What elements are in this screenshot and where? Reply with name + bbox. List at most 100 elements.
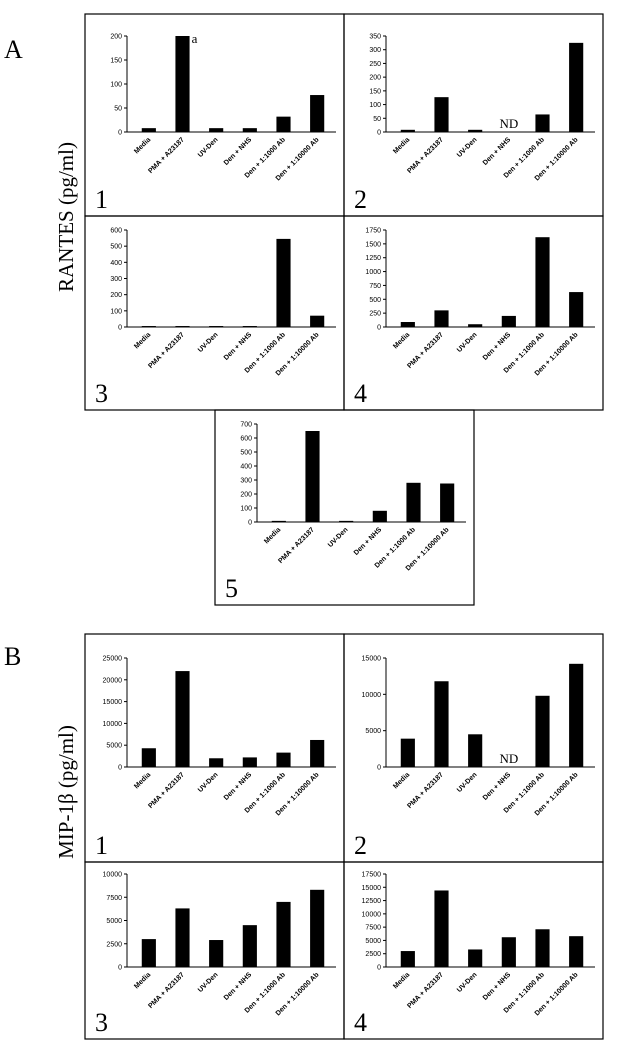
- panel-b1-tick-label: 15000: [103, 699, 123, 706]
- panel-a5-tick-label: 300: [240, 478, 252, 485]
- panel-a5-category-label: Den + NHS: [353, 526, 384, 557]
- panel-b1-tick-label: 20000: [103, 677, 123, 684]
- panel-a5-bar: [372, 510, 387, 522]
- panel-a5-number: 5: [225, 574, 238, 603]
- panel-a3-bar: [276, 238, 291, 327]
- panel-a4-tick-label: 1250: [365, 255, 381, 262]
- panel-a2-category-label: PMA + A23187: [406, 136, 445, 175]
- panel-a5-tick-label: 400: [240, 464, 252, 471]
- panel-a3-tick-label: 600: [110, 228, 122, 235]
- panel-b3-tick-label: 0: [118, 965, 122, 972]
- panel-a2-category-label: Den + NHS: [482, 136, 513, 167]
- panel-a3-category-label: UV-Den: [197, 331, 220, 354]
- panel-a4-frame: [343, 215, 604, 411]
- panel-b4-tick-label: 2500: [365, 951, 381, 958]
- panel-a1-bar: [209, 128, 224, 132]
- panel-a4-tick-label: 750: [369, 283, 381, 290]
- panel-a2-tick-label: 250: [369, 61, 381, 68]
- panel-a1-tick-label: 50: [114, 106, 122, 113]
- panel-a1-annotation: a: [192, 31, 198, 46]
- panel-a5-tick-label: 200: [240, 492, 252, 499]
- panel-a4-category-label: UV-Den: [456, 331, 479, 354]
- panel-b1-bar: [310, 739, 325, 767]
- panel-b3-category-label: UV-Den: [197, 971, 220, 994]
- panel-b1-category-label: Media: [133, 771, 152, 790]
- panel-b1-category-label: PMA + A23187: [147, 771, 186, 810]
- panel-a4-bar: [400, 322, 415, 327]
- panel-a2-category-label: UV-Den: [456, 136, 479, 159]
- panel-b1-frame: [84, 633, 345, 863]
- panel-b3-tick-label: 7500: [106, 895, 122, 902]
- panel-b4-bar: [535, 929, 550, 967]
- panel-b2-category-label: UV-Den: [456, 771, 479, 794]
- section-label-b: B: [4, 642, 21, 671]
- panel-a5-tick-label: 500: [240, 450, 252, 457]
- panel-b4-number: 4: [354, 1008, 367, 1037]
- panel-a1-tick-label: 200: [110, 34, 122, 41]
- panel-b4-bar: [434, 890, 449, 967]
- panel-a2-bar: [535, 114, 550, 132]
- panel-a3-bar: [242, 326, 257, 327]
- panel-b4-bar: [468, 949, 483, 967]
- panel-a1-tick-label: 150: [110, 58, 122, 65]
- panel-a1-bar: [276, 116, 291, 132]
- panel-a3-tick-label: 100: [110, 308, 122, 315]
- panel-a3-number: 3: [95, 379, 108, 408]
- panel-b1-tick-label: 5000: [106, 743, 122, 750]
- panel-b2-tick-label: 5000: [365, 728, 381, 735]
- panel-a5-bar: [339, 520, 354, 522]
- panel-a5-category-label: UV-Den: [327, 526, 350, 549]
- panel-a4-category-label: PMA + A23187: [406, 331, 445, 370]
- panel-a2-number: 2: [354, 185, 367, 214]
- panel-a2-bar: [468, 129, 483, 132]
- panel-b3-bar: [242, 925, 257, 967]
- panel-a2-tick-label: 200: [369, 75, 381, 82]
- panel-a3-frame: [84, 215, 345, 411]
- panel-b3-bar: [141, 939, 156, 967]
- panel-b4: 0 2500 5000 7500 10000 12500 15000 17500 MediaPM…: [343, 861, 604, 1040]
- panel-a1-bar: [175, 36, 190, 132]
- panel-b1-bar: [175, 671, 190, 767]
- panel-a4-number: 4: [354, 379, 367, 408]
- rantes-axis-label: RANTES (pg/ml): [54, 142, 78, 292]
- panel-b4-tick-label: 15000: [362, 885, 382, 892]
- panel-a3-bar: [209, 326, 224, 327]
- panel-a1-number: 1: [95, 185, 108, 214]
- panel-a4-category-label: Den + NHS: [482, 331, 513, 362]
- panel-b4-tick-label: 17500: [362, 872, 382, 879]
- panel-a2-tick-label: 100: [369, 102, 381, 109]
- panel-b3-category-label: Den + NHS: [223, 971, 254, 1002]
- panel-a5-bar: [305, 431, 320, 522]
- panel-b2-annotation: ND: [499, 751, 518, 766]
- panel-b2-number: 2: [354, 831, 367, 860]
- panel-a2-bar: [400, 129, 415, 132]
- panel-b2-bar: [468, 734, 483, 767]
- section-label-a: A: [4, 35, 23, 64]
- panel-a2-tick-label: 0: [377, 130, 381, 137]
- panel-a3-tick-label: 0: [118, 325, 122, 332]
- panel-b2-bar: [434, 681, 449, 767]
- panel-b3-category-label: PMA + A23187: [147, 971, 186, 1010]
- panel-a5-tick-label: 600: [240, 436, 252, 443]
- panel-a5-category-label: Media: [263, 526, 282, 545]
- panel-a2-bar: [569, 42, 584, 132]
- panel-a3-bar: [141, 326, 156, 327]
- panel-a4-bar: [501, 315, 516, 327]
- panel-b4-category-label: Den + NHS: [482, 971, 513, 1002]
- panel-a4-tick-label: 1750: [365, 228, 381, 235]
- panel-a5-tick-label: 0: [248, 520, 252, 527]
- panel-b1-tick-label: 0: [118, 765, 122, 772]
- panel-a3-bar: [310, 315, 325, 327]
- panel-b1-bar: [141, 748, 156, 767]
- panel-a1-bar: [242, 128, 257, 132]
- panel-b4-category-label: PMA + A23187: [406, 971, 445, 1010]
- panel-b2-bar: [400, 738, 415, 767]
- panel-b2-tick-label: 10000: [362, 692, 382, 699]
- panel-b4-category-label: UV-Den: [456, 971, 479, 994]
- panel-a2-annotation: ND: [499, 116, 518, 131]
- panel-a1-bar: [310, 95, 325, 132]
